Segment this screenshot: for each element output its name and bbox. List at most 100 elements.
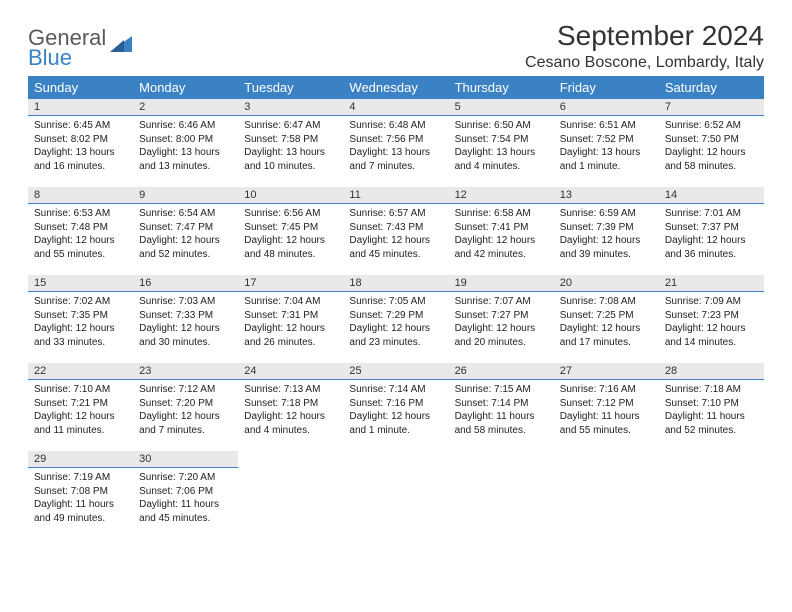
day-details: Sunrise: 7:15 AMSunset: 7:14 PMDaylight:…: [449, 380, 554, 443]
day-ss: Sunset: 7:27 PM: [455, 309, 548, 323]
day-cell: 2Sunrise: 6:46 AMSunset: 8:00 PMDaylight…: [133, 99, 238, 187]
day-ss: Sunset: 7:52 PM: [560, 133, 653, 147]
day-d2: and 1 minute.: [349, 424, 442, 438]
calendar-row: 22Sunrise: 7:10 AMSunset: 7:21 PMDayligh…: [28, 363, 764, 451]
day-cell: 29Sunrise: 7:19 AMSunset: 7:08 PMDayligh…: [28, 451, 133, 539]
day-d1: Daylight: 13 hours: [244, 146, 337, 160]
day-d1: Daylight: 12 hours: [244, 234, 337, 248]
day-d2: and 4 minutes.: [244, 424, 337, 438]
day-d2: and 33 minutes.: [34, 336, 127, 350]
day-ss: Sunset: 7:10 PM: [665, 397, 758, 411]
calendar-cell: 22Sunrise: 7:10 AMSunset: 7:21 PMDayligh…: [28, 363, 133, 451]
day-d2: and 17 minutes.: [560, 336, 653, 350]
day-d2: and 26 minutes.: [244, 336, 337, 350]
calendar-cell: 26Sunrise: 7:15 AMSunset: 7:14 PMDayligh…: [449, 363, 554, 451]
calendar-cell: 13Sunrise: 6:59 AMSunset: 7:39 PMDayligh…: [554, 187, 659, 275]
day-details: Sunrise: 6:47 AMSunset: 7:58 PMDaylight:…: [238, 116, 343, 179]
day-sr: Sunrise: 6:58 AM: [455, 207, 548, 221]
day-details: Sunrise: 7:16 AMSunset: 7:12 PMDaylight:…: [554, 380, 659, 443]
day-number: 17: [238, 275, 343, 292]
day-d1: Daylight: 12 hours: [139, 410, 232, 424]
calendar-cell: 28Sunrise: 7:18 AMSunset: 7:10 PMDayligh…: [659, 363, 764, 451]
day-cell: 28Sunrise: 7:18 AMSunset: 7:10 PMDayligh…: [659, 363, 764, 451]
calendar-row: 29Sunrise: 7:19 AMSunset: 7:08 PMDayligh…: [28, 451, 764, 539]
day-cell: 16Sunrise: 7:03 AMSunset: 7:33 PMDayligh…: [133, 275, 238, 363]
day-sr: Sunrise: 6:48 AM: [349, 119, 442, 133]
day-d2: and 14 minutes.: [665, 336, 758, 350]
day-number: 29: [28, 451, 133, 468]
day-ss: Sunset: 7:14 PM: [455, 397, 548, 411]
day-d2: and 58 minutes.: [665, 160, 758, 174]
day-d1: Daylight: 12 hours: [455, 234, 548, 248]
day-details: Sunrise: 7:02 AMSunset: 7:35 PMDaylight:…: [28, 292, 133, 355]
day-number: 18: [343, 275, 448, 292]
calendar-cell: 5Sunrise: 6:50 AMSunset: 7:54 PMDaylight…: [449, 99, 554, 187]
day-details: Sunrise: 6:58 AMSunset: 7:41 PMDaylight:…: [449, 204, 554, 267]
day-number: 14: [659, 187, 764, 204]
calendar-cell: [343, 451, 448, 539]
calendar-row: 15Sunrise: 7:02 AMSunset: 7:35 PMDayligh…: [28, 275, 764, 363]
day-sr: Sunrise: 7:15 AM: [455, 383, 548, 397]
day-ss: Sunset: 7:37 PM: [665, 221, 758, 235]
day-d1: Daylight: 12 hours: [244, 322, 337, 336]
day-number: 23: [133, 363, 238, 380]
title-block: September 2024 Cesano Boscone, Lombardy,…: [525, 20, 764, 72]
day-sr: Sunrise: 7:03 AM: [139, 295, 232, 309]
day-cell: 9Sunrise: 6:54 AMSunset: 7:47 PMDaylight…: [133, 187, 238, 275]
day-ss: Sunset: 7:58 PM: [244, 133, 337, 147]
day-details: Sunrise: 6:52 AMSunset: 7:50 PMDaylight:…: [659, 116, 764, 179]
day-d1: Daylight: 12 hours: [349, 322, 442, 336]
calendar-cell: 2Sunrise: 6:46 AMSunset: 8:00 PMDaylight…: [133, 99, 238, 187]
calendar-cell: 7Sunrise: 6:52 AMSunset: 7:50 PMDaylight…: [659, 99, 764, 187]
day-number: 21: [659, 275, 764, 292]
day-d2: and 49 minutes.: [34, 512, 127, 526]
calendar-cell: 21Sunrise: 7:09 AMSunset: 7:23 PMDayligh…: [659, 275, 764, 363]
day-ss: Sunset: 7:08 PM: [34, 485, 127, 499]
day-number: 20: [554, 275, 659, 292]
day-d2: and 58 minutes.: [455, 424, 548, 438]
day-cell: 22Sunrise: 7:10 AMSunset: 7:21 PMDayligh…: [28, 363, 133, 451]
day-d2: and 7 minutes.: [139, 424, 232, 438]
day-cell: 14Sunrise: 7:01 AMSunset: 7:37 PMDayligh…: [659, 187, 764, 275]
day-d2: and 20 minutes.: [455, 336, 548, 350]
day-d2: and 45 minutes.: [349, 248, 442, 262]
day-details: Sunrise: 7:07 AMSunset: 7:27 PMDaylight:…: [449, 292, 554, 355]
day-d2: and 52 minutes.: [139, 248, 232, 262]
day-d2: and 16 minutes.: [34, 160, 127, 174]
day-cell: 25Sunrise: 7:14 AMSunset: 7:16 PMDayligh…: [343, 363, 448, 451]
day-d2: and 45 minutes.: [139, 512, 232, 526]
day-sr: Sunrise: 7:05 AM: [349, 295, 442, 309]
calendar-cell: 1Sunrise: 6:45 AMSunset: 8:02 PMDaylight…: [28, 99, 133, 187]
calendar-cell: 4Sunrise: 6:48 AMSunset: 7:56 PMDaylight…: [343, 99, 448, 187]
day-ss: Sunset: 7:25 PM: [560, 309, 653, 323]
day-d1: Daylight: 13 hours: [34, 146, 127, 160]
day-details: Sunrise: 6:46 AMSunset: 8:00 PMDaylight:…: [133, 116, 238, 179]
day-sr: Sunrise: 6:57 AM: [349, 207, 442, 221]
calendar-row: 8Sunrise: 6:53 AMSunset: 7:48 PMDaylight…: [28, 187, 764, 275]
day-cell: 11Sunrise: 6:57 AMSunset: 7:43 PMDayligh…: [343, 187, 448, 275]
day-cell: 6Sunrise: 6:51 AMSunset: 7:52 PMDaylight…: [554, 99, 659, 187]
calendar-cell: 14Sunrise: 7:01 AMSunset: 7:37 PMDayligh…: [659, 187, 764, 275]
day-details: Sunrise: 7:08 AMSunset: 7:25 PMDaylight:…: [554, 292, 659, 355]
day-d1: Daylight: 11 hours: [139, 498, 232, 512]
calendar-cell: 30Sunrise: 7:20 AMSunset: 7:06 PMDayligh…: [133, 451, 238, 539]
calendar-cell: 20Sunrise: 7:08 AMSunset: 7:25 PMDayligh…: [554, 275, 659, 363]
day-ss: Sunset: 7:29 PM: [349, 309, 442, 323]
day-sr: Sunrise: 6:52 AM: [665, 119, 758, 133]
day-d1: Daylight: 12 hours: [34, 322, 127, 336]
day-number: 5: [449, 99, 554, 116]
day-d1: Daylight: 12 hours: [34, 410, 127, 424]
day-cell: 27Sunrise: 7:16 AMSunset: 7:12 PMDayligh…: [554, 363, 659, 451]
day-cell: 12Sunrise: 6:58 AMSunset: 7:41 PMDayligh…: [449, 187, 554, 275]
calendar-cell: 23Sunrise: 7:12 AMSunset: 7:20 PMDayligh…: [133, 363, 238, 451]
day-ss: Sunset: 7:06 PM: [139, 485, 232, 499]
day-d2: and 48 minutes.: [244, 248, 337, 262]
calendar-cell: [659, 451, 764, 539]
header: General Blue September 2024 Cesano Bosco…: [28, 20, 764, 72]
weekday-header: Thursday: [449, 76, 554, 99]
calendar-cell: [238, 451, 343, 539]
day-d2: and 30 minutes.: [139, 336, 232, 350]
day-ss: Sunset: 8:00 PM: [139, 133, 232, 147]
day-d1: Daylight: 12 hours: [349, 234, 442, 248]
day-cell: 7Sunrise: 6:52 AMSunset: 7:50 PMDaylight…: [659, 99, 764, 187]
